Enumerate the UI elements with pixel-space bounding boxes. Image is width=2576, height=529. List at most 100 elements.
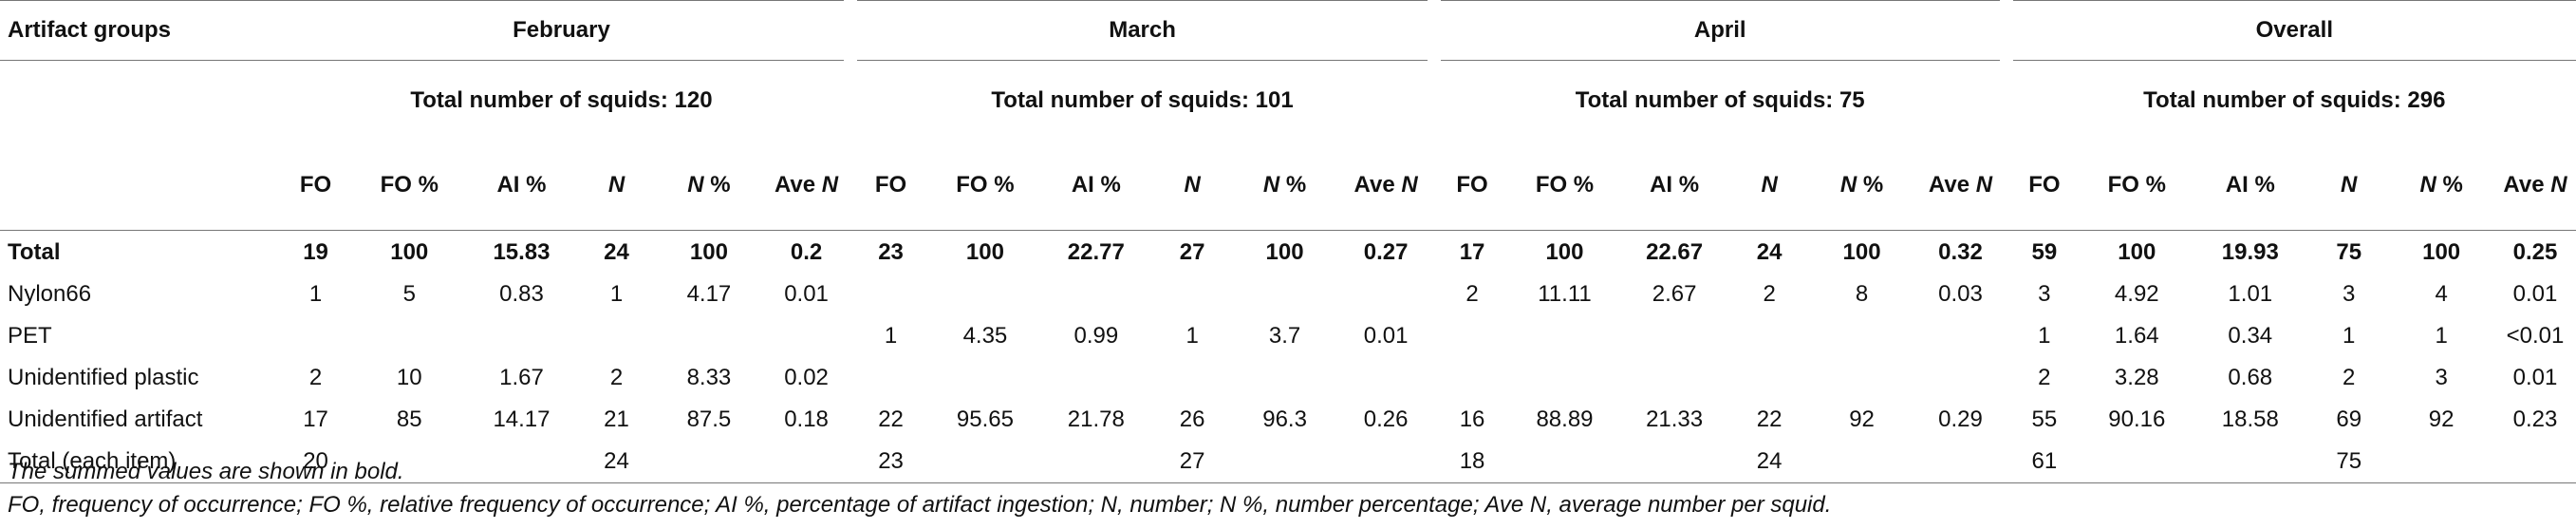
table-cell	[930, 441, 1040, 483]
table-cell: 27	[1152, 441, 1232, 483]
col-header-overall-3: N	[2309, 141, 2389, 231]
table-cell: 20	[278, 441, 353, 483]
total-squids-overall: Total number of squids: 296	[1999, 60, 2576, 141]
table-cell: 100	[390, 238, 429, 265]
table-cell: 1	[884, 323, 898, 349]
table-cell: 1.64	[2114, 323, 2159, 349]
col-header-overall-1: FO %	[2082, 141, 2192, 231]
table-cell: 1	[2343, 323, 2356, 349]
table-cell: 17	[303, 406, 328, 432]
col-header-apr-5: Ave N	[1914, 141, 2007, 231]
table-cell: 1.67	[499, 365, 544, 390]
table-cell: <0.01	[2506, 323, 2565, 349]
column-header-row: FO FO % AI % N N % Ave N FO FO % AI % N N % Ave N FO…	[0, 141, 2576, 231]
table-row: Total (each item) 20 24 23 27 18 24 61 75	[0, 441, 2576, 483]
table-cell	[1808, 441, 1915, 483]
artifact-groups-header: Artifact groups	[0, 0, 279, 61]
table-cell: 24	[576, 441, 657, 483]
table-cell	[2494, 441, 2576, 483]
col-header-mar-5: Ave N	[1337, 141, 1434, 231]
table-cell: 0.23	[2512, 406, 2558, 432]
table-cell: 2	[1465, 281, 1479, 307]
table-cell: 69	[2336, 406, 2362, 432]
table-row: Unidentified artifact 17 85 14.17 21 87.5 0.18…	[0, 399, 2576, 441]
table-cell: 1	[609, 281, 624, 307]
table-cell	[1337, 357, 1433, 399]
table-cell: 2	[1763, 281, 1776, 307]
table-cell: 5	[402, 281, 416, 307]
footnote-abbreviations: FO, frequency of occurrence; FO %, relat…	[8, 492, 1832, 518]
total-squids-row: Total number of squids: 120 Total number…	[0, 60, 2576, 141]
table-cell: 10	[396, 365, 422, 390]
table-cell: 0.26	[1363, 406, 1409, 432]
table-cell: 23	[850, 441, 931, 483]
table-cell: 0.02	[784, 365, 829, 390]
table-cell: 18	[1433, 441, 1511, 483]
group-april: April	[1427, 0, 2007, 61]
table-cell: 96.3	[1262, 406, 1307, 432]
table-cell	[1510, 315, 1618, 357]
table-cell	[931, 274, 1039, 315]
table-cell: 24	[1756, 238, 1783, 265]
table-cell	[577, 315, 656, 357]
table-cell: 88.89	[1536, 406, 1594, 432]
table-cell: 4	[2435, 281, 2448, 307]
table-cell	[466, 315, 577, 357]
table-cell: 19.93	[2221, 238, 2279, 265]
table-cell: 17	[1459, 238, 1485, 265]
col-header-overall-2: AI %	[2191, 141, 2310, 231]
col-header-feb-5: Ave N	[761, 141, 851, 231]
table-cell	[1153, 357, 1232, 399]
table-cell	[1730, 357, 1809, 399]
table-cell: 24	[1729, 441, 1809, 483]
table-cell: 0.32	[1938, 238, 1983, 265]
table-cell: 100	[2118, 238, 2156, 265]
col-header-mar-2: AI %	[1039, 141, 1153, 231]
table-cell: 22.67	[1646, 238, 1704, 265]
table-cell	[656, 441, 762, 483]
row-label: Nylon66	[8, 281, 92, 307]
table-cell	[1914, 357, 2006, 399]
col-header-apr-3: N	[1729, 141, 1809, 231]
table-cell: 2	[2343, 365, 2356, 390]
table-cell: 26	[1179, 406, 1205, 432]
table-cell: 0.68	[2228, 365, 2273, 390]
table-cell: 85	[396, 406, 422, 432]
artifact-table: Artifact groups February March April Ove…	[0, 0, 2576, 483]
col-header-apr-4: N %	[1808, 141, 1915, 231]
col-header-feb-1: FO %	[352, 141, 467, 231]
col-header-feb-4: N %	[656, 141, 762, 231]
table-cell: 0.01	[1363, 323, 1409, 349]
table-cell: 2.67	[1652, 281, 1697, 307]
table-cell: 3.28	[2114, 365, 2159, 390]
table-cell	[1039, 357, 1153, 399]
table-cell	[850, 357, 930, 399]
table-cell: 100	[965, 238, 1004, 265]
group-march: March	[844, 0, 1434, 61]
row-label: Total (each item)	[0, 441, 279, 483]
table-row: Total 19 100 15.83 24 100 0.2 23 100 22.77 27 100 0.…	[0, 231, 2576, 274]
table-cell	[1231, 441, 1338, 483]
table-row: Unidentified plastic 2 10 1.67 2 8.33 0.02 2 3.2…	[0, 357, 2576, 399]
table-cell: 0.03	[1938, 281, 1983, 307]
table-cell: 100	[1265, 238, 1304, 265]
total-squids-march: Total number of squids: 101	[844, 60, 1434, 141]
row-label: Unidentified artifact	[8, 406, 203, 432]
table-cell: 3.7	[1268, 323, 1301, 349]
table-cell: 0.34	[2228, 323, 2273, 349]
table-cell	[1232, 357, 1338, 399]
col-header-feb-3: N	[576, 141, 657, 231]
blank-cell	[0, 141, 279, 231]
table-cell: 8	[1855, 281, 1869, 307]
row-label: Total	[8, 238, 61, 265]
col-header-mar-3: N	[1152, 141, 1232, 231]
table-cell: 0.01	[2512, 281, 2558, 307]
footnote-bold-note: The summed values are shown in bold.	[8, 459, 404, 484]
group-overall: Overall	[1999, 0, 2576, 61]
table-cell: 3	[2038, 281, 2051, 307]
table-cell	[352, 441, 467, 483]
table-cell: 0.99	[1073, 323, 1119, 349]
table-cell	[2388, 441, 2494, 483]
col-header-overall-5: Ave N	[2494, 141, 2576, 231]
